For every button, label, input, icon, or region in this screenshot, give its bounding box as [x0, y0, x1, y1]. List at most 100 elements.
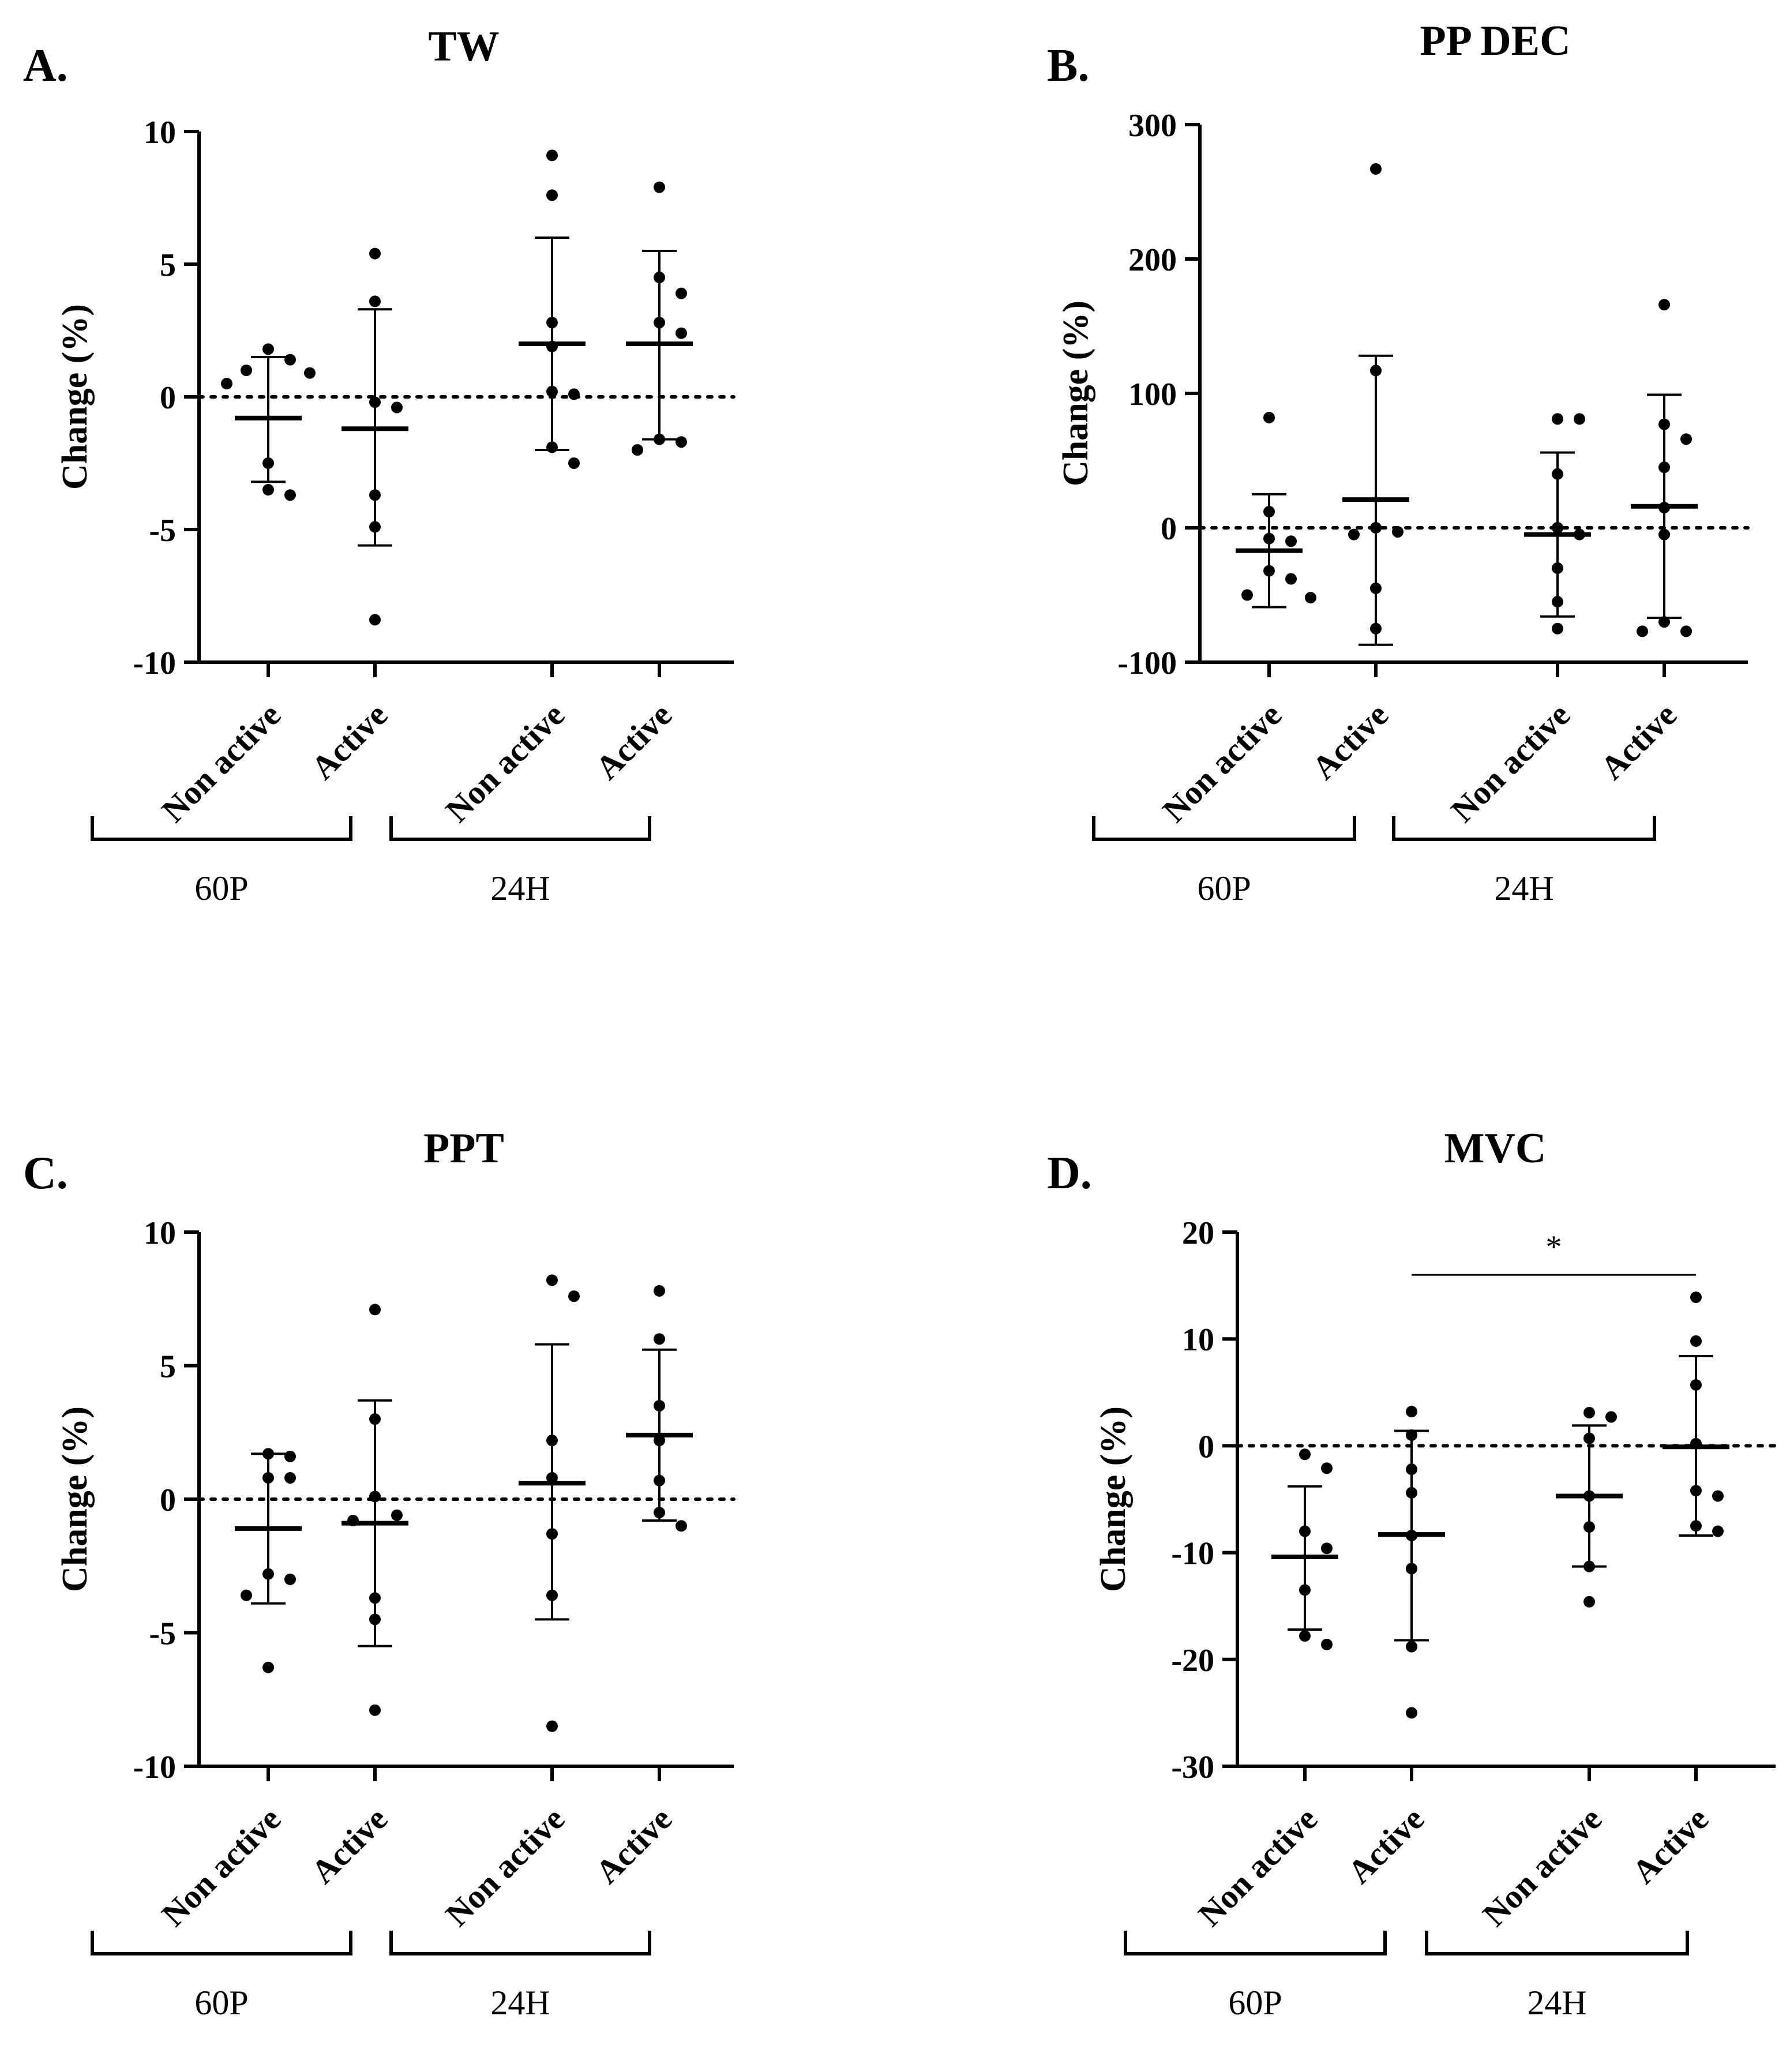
data-point — [1285, 535, 1297, 547]
group-label: 24H — [1494, 869, 1553, 907]
data-point — [1583, 1596, 1595, 1608]
data-point — [1263, 506, 1275, 518]
group-bracket-60p: 60P — [1124, 1931, 1387, 2022]
data-point — [1263, 411, 1275, 423]
data-point — [654, 1474, 665, 1487]
y-tick-label: 200 — [1128, 242, 1177, 278]
data-point — [284, 489, 296, 501]
data-point — [1552, 622, 1563, 635]
group-2: Non active — [1476, 1406, 1623, 1934]
data-point — [676, 327, 687, 339]
data-point — [1406, 1463, 1417, 1476]
x-category-label: Active — [1593, 696, 1684, 787]
group-2: Non active — [1444, 413, 1591, 829]
data-point — [1658, 502, 1670, 514]
data-point — [676, 436, 687, 448]
data-point — [568, 457, 580, 469]
x-category-label: Non active — [438, 696, 572, 829]
data-point — [1299, 1584, 1311, 1596]
bracket-line — [91, 816, 352, 841]
data-point — [654, 1285, 665, 1297]
panel-label: C. — [23, 1148, 68, 1199]
data-point — [654, 1435, 665, 1447]
data-point — [546, 340, 558, 352]
data-point — [546, 189, 558, 201]
data-point — [1370, 582, 1382, 594]
data-point — [1690, 1291, 1702, 1303]
group-label: 24H — [1527, 1984, 1586, 2022]
group-label: 60P — [1197, 869, 1251, 907]
group-1: Active — [1341, 1406, 1445, 1891]
data-point — [1406, 1529, 1417, 1541]
y-tick-label: 0 — [1161, 511, 1177, 547]
panel-label: B. — [1047, 40, 1089, 91]
data-point — [568, 1290, 580, 1302]
data-point — [304, 367, 316, 379]
data-point — [1574, 413, 1585, 425]
y-tick-label: -20 — [1171, 1643, 1214, 1679]
data-point — [369, 1704, 381, 1716]
group-bracket-24h: 24H — [1392, 816, 1656, 907]
data-point — [1285, 573, 1297, 585]
data-point — [1658, 616, 1670, 628]
group-1: Active — [304, 247, 408, 787]
data-point — [1583, 1406, 1595, 1418]
data-point — [546, 385, 558, 397]
data-point — [1406, 1707, 1417, 1719]
data-point — [262, 1568, 274, 1580]
y-tick-label: 0 — [160, 1482, 176, 1518]
data-point — [654, 317, 665, 329]
data-point — [1299, 1630, 1311, 1642]
y-axis-label: Change (%) — [55, 304, 95, 490]
bracket-line — [389, 1931, 651, 1955]
data-point — [1712, 1490, 1724, 1502]
panel-label: D. — [1047, 1148, 1092, 1199]
data-point — [369, 295, 381, 307]
group-0: Non active — [155, 343, 316, 829]
x-category-label: Active — [304, 1800, 395, 1891]
x-category-label: Non active — [155, 696, 288, 829]
group-0: Non active — [1191, 1448, 1338, 1934]
y-tick-label: 10 — [144, 1215, 176, 1251]
data-point — [1637, 625, 1648, 637]
data-point — [241, 1589, 252, 1601]
x-category-label: Non active — [155, 1800, 288, 1934]
group-1: Active — [304, 1304, 408, 1891]
data-point — [1370, 365, 1382, 377]
y-tick-label: 100 — [1128, 377, 1177, 412]
data-point — [369, 1304, 381, 1316]
x-category-label: Non active — [1476, 1800, 1609, 1934]
y-tick-label: 10 — [1182, 1322, 1214, 1358]
data-point — [1552, 468, 1563, 480]
data-point — [1680, 625, 1692, 637]
x-category-label: Active — [1625, 1800, 1716, 1891]
bracket-line — [1124, 1931, 1387, 1955]
data-point — [1552, 413, 1563, 425]
y-tick-label: 5 — [160, 247, 176, 283]
data-point — [1658, 461, 1670, 474]
data-point — [221, 378, 232, 389]
data-point — [1583, 1560, 1595, 1572]
data-point — [369, 1491, 381, 1503]
data-point — [1658, 418, 1670, 430]
data-point — [369, 247, 381, 260]
data-point — [1348, 528, 1360, 540]
data-point — [284, 1472, 296, 1484]
group-3: Active — [588, 1285, 693, 1891]
group-bracket-24h: 24H — [389, 1931, 651, 2022]
data-point — [1690, 1520, 1702, 1532]
data-point — [1690, 1335, 1702, 1347]
data-point — [1321, 1462, 1333, 1474]
data-point — [1305, 592, 1316, 604]
data-point — [1299, 1448, 1311, 1461]
data-point — [654, 1399, 665, 1412]
data-point — [654, 1333, 665, 1345]
data-point — [546, 1589, 558, 1601]
group-label: 60P — [194, 1984, 248, 2022]
y-tick-label: 10 — [144, 115, 176, 151]
group-label: 24H — [490, 869, 550, 907]
group-2: Non active — [438, 149, 586, 829]
bracket-line — [1092, 816, 1356, 841]
